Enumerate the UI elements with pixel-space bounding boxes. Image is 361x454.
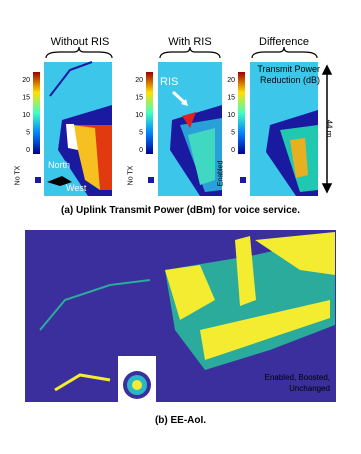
colorbar bbox=[238, 72, 245, 154]
scale-label: 44 m bbox=[324, 119, 334, 138]
colorbar-tick-label: 5 bbox=[139, 129, 143, 136]
colorbar-tick-label: 10 bbox=[227, 112, 235, 119]
colorbar bbox=[146, 72, 153, 154]
colorbar-tick-label: 0 bbox=[139, 147, 143, 154]
no-tx-swatch bbox=[35, 177, 41, 183]
colorbar bbox=[33, 72, 40, 154]
heatmap bbox=[250, 62, 318, 196]
colorbar-tick-label: 15 bbox=[22, 94, 30, 101]
colorbar-tick-label: 10 bbox=[22, 112, 30, 119]
colorbar-tick-label: 0 bbox=[231, 147, 235, 154]
caption: (a) Uplink Transmit Power (dBm) for voic… bbox=[61, 205, 300, 216]
aoi-map bbox=[25, 230, 336, 402]
bottom-label: No TX bbox=[14, 165, 22, 186]
enabled-swatch bbox=[240, 177, 246, 183]
panel-title: With RIS bbox=[168, 36, 212, 48]
ris-label: RIS bbox=[160, 76, 179, 88]
heatmap bbox=[44, 61, 112, 196]
colorbar-tick-label: 15 bbox=[227, 94, 235, 101]
colorbar-tick-label: 15 bbox=[135, 94, 143, 101]
west-label: West bbox=[66, 183, 87, 193]
scale-arrow bbox=[321, 64, 333, 194]
brackets bbox=[45, 46, 318, 59]
colorbar-tick-label: 20 bbox=[227, 77, 235, 84]
colorbar-tick-label: 0 bbox=[26, 147, 30, 154]
no-tx-swatch bbox=[148, 177, 154, 183]
colorbar-tick-label: 5 bbox=[26, 129, 30, 136]
bottom-label: Enabled bbox=[217, 160, 225, 187]
colorbar-tick-label: 20 bbox=[22, 77, 30, 84]
colorbar-tick-label: 20 bbox=[135, 77, 143, 84]
reduction-label: Transmit Power Reduction (dB) bbox=[257, 64, 320, 85]
panel-title: Without RIS bbox=[50, 36, 110, 48]
panel-title: Difference bbox=[259, 36, 309, 48]
heatmap bbox=[158, 62, 222, 196]
colorbar-tick-label: 5 bbox=[231, 129, 235, 136]
north-label: North bbox=[48, 160, 71, 170]
bottom-label: No TX bbox=[127, 165, 135, 186]
legend-label: Enabled, Boosted, Unchanged bbox=[264, 373, 330, 393]
caption: (b) EE-AoI. bbox=[154, 415, 207, 426]
colorbar-tick-label: 10 bbox=[135, 112, 143, 119]
